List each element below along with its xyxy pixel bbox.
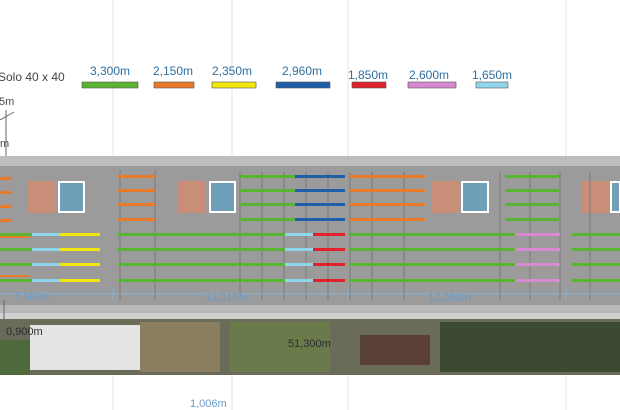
total-length-label: 51,300m	[288, 338, 331, 350]
left-label-top: 5m	[0, 96, 15, 108]
roof-edge	[0, 313, 620, 319]
legend-label-7: 1,650m	[472, 68, 513, 82]
profile-title: Solo 40 x 40	[0, 70, 65, 84]
left-label-mid: m	[0, 138, 10, 150]
legend-swatch-5	[351, 81, 387, 89]
roof-ridge	[0, 156, 620, 166]
legend-swatch-3	[211, 81, 257, 89]
segment-label-1: 7,162m	[14, 291, 51, 303]
overhang-label: 0,900m	[6, 326, 43, 338]
legend-label-3: 2,350m	[212, 64, 253, 78]
legend-label-1: 3,300m	[90, 64, 131, 78]
legend-swatch-1	[81, 81, 139, 89]
legend-label-2: 2,150m	[153, 64, 194, 78]
ground-photo	[0, 319, 620, 375]
left-dimension	[0, 110, 15, 340]
segment-label-2: 13,318m	[205, 292, 248, 304]
legend-label-4: 2,960m	[282, 64, 323, 78]
legend-swatch-2	[153, 81, 195, 89]
segment-ticks	[0, 288, 620, 300]
roof-fixtures	[28, 181, 620, 213]
segment-label-3: 12,292m	[428, 292, 471, 304]
profile-bars	[0, 175, 620, 282]
legend-label-5: 1,850m	[348, 68, 389, 82]
legend-swatch-6	[407, 81, 457, 89]
legend-swatch-4	[275, 81, 331, 89]
legend-swatch-7	[475, 81, 509, 89]
roof-gutter	[0, 305, 620, 313]
lower-dimension-label: 1,006m	[190, 398, 227, 410]
legend-swatches	[81, 81, 509, 89]
legend-label-6: 2,600m	[409, 68, 450, 82]
